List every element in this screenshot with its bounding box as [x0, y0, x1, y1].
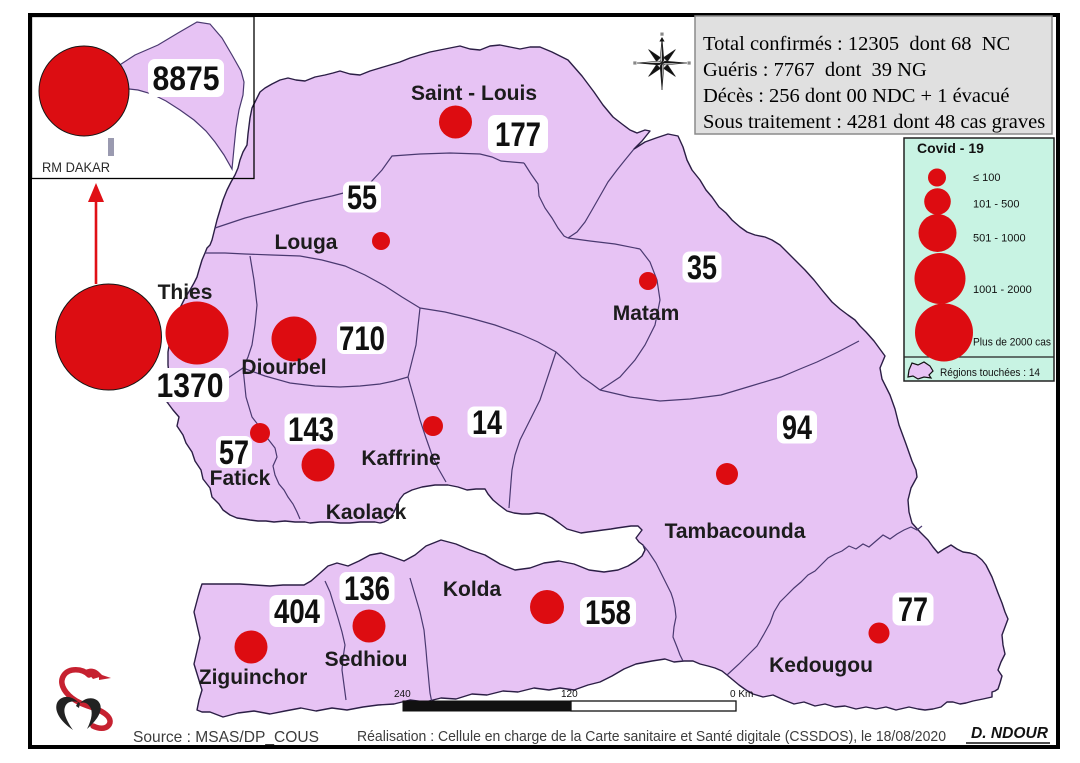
svg-text:501 - 1000: 501 - 1000 [973, 233, 1026, 245]
svg-text:158: 158 [585, 594, 631, 632]
svg-text:Total confirmés : 12305 dont: Total confirmés : 12305 dont 68 NC [703, 33, 1010, 55]
svg-text:136: 136 [344, 570, 390, 608]
svg-text:Fatick: Fatick [210, 467, 271, 490]
svg-text:Matam: Matam [613, 302, 680, 325]
svg-text:710: 710 [339, 320, 385, 358]
svg-text:Plus de 2000 cas: Plus de 2000 cas [973, 337, 1051, 349]
svg-text:Kedougou: Kedougou [769, 654, 873, 677]
svg-text:94: 94 [782, 409, 812, 447]
svg-text:Thies: Thies [158, 281, 213, 304]
svg-text:Ziguinchor: Ziguinchor [199, 666, 308, 689]
svg-text:Réalisation : Cellule en charg: Réalisation : Cellule en charge de la Ca… [357, 729, 946, 745]
svg-text:Kaolack: Kaolack [326, 501, 407, 524]
svg-text:≤ 100: ≤ 100 [973, 172, 1000, 184]
svg-text:Régions touchées : 14: Régions touchées : 14 [940, 367, 1040, 379]
svg-text:Covid - 19: Covid - 19 [917, 140, 984, 156]
svg-text:101 - 500: 101 - 500 [973, 199, 1019, 211]
svg-text:Diourbel: Diourbel [241, 356, 326, 379]
svg-text:404: 404 [274, 593, 320, 631]
svg-text:Sous traitement : 4281 dont 48: Sous traitement : 4281 dont 48 cas grave… [703, 111, 1045, 133]
svg-text:8875: 8875 [153, 60, 220, 98]
svg-text:35: 35 [687, 249, 717, 287]
svg-text:1370: 1370 [157, 367, 224, 405]
svg-text:77: 77 [898, 591, 928, 629]
svg-text:Kaffrine: Kaffrine [361, 447, 440, 470]
svg-text:RM DAKAR: RM DAKAR [42, 159, 110, 175]
svg-text:Guéris : 7767 dont 39 NG: Guéris : 7767 dont 39 NG [703, 59, 927, 81]
svg-text:57: 57 [219, 434, 249, 472]
svg-text:0 Km: 0 Km [730, 689, 753, 700]
svg-text:240: 240 [394, 689, 411, 700]
svg-text:14: 14 [472, 404, 502, 442]
svg-text:D. NDOUR: D. NDOUR [971, 725, 1048, 742]
svg-text:Tambacounda: Tambacounda [665, 520, 806, 543]
svg-text:143: 143 [288, 411, 334, 449]
svg-text:Kolda: Kolda [443, 578, 502, 601]
svg-text:55: 55 [347, 179, 377, 217]
svg-text:Saint - Louis: Saint - Louis [411, 82, 537, 105]
svg-text:Décès : 256 dont 00 NDC + 1 év: Décès : 256 dont 00 NDC + 1 évacué [703, 85, 1009, 107]
svg-text:Louga: Louga [275, 231, 338, 254]
svg-text:1001 - 2000: 1001 - 2000 [973, 284, 1032, 296]
svg-text:Sedhiou: Sedhiou [325, 648, 408, 671]
svg-text:Source : MSAS/DP_COUS: Source : MSAS/DP_COUS [133, 729, 319, 746]
svg-text:177: 177 [495, 116, 541, 154]
svg-text:120: 120 [561, 689, 578, 700]
